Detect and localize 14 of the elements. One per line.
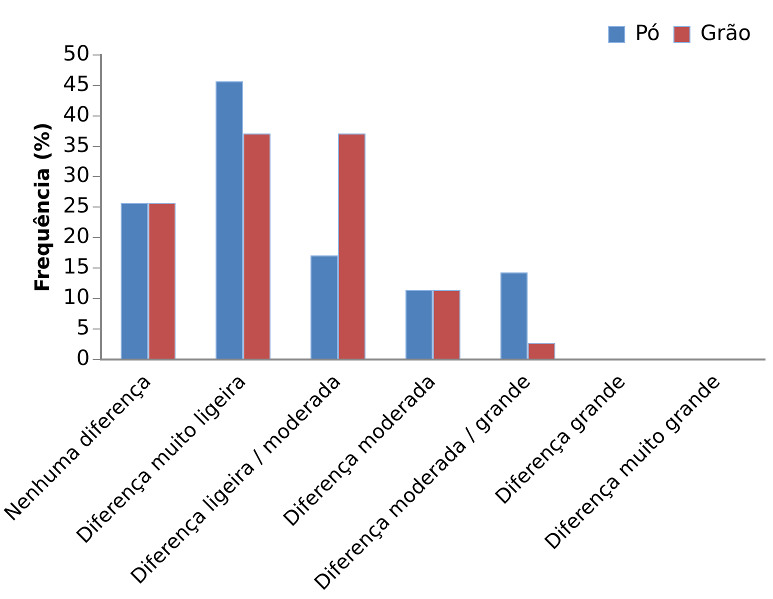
y-tick-label: 0 [76,346,90,370]
legend-label: Grão [700,20,751,45]
y-tick-label: 15 [63,254,90,278]
y-tick-label: 35 [63,132,90,157]
y-tick-label: 45 [63,72,90,96]
y-tick-label: 25 [63,194,90,218]
y-tick-label: 5 [76,315,90,340]
legend-label: Pó [635,20,660,45]
y-tick-label: 10 [63,284,90,309]
y-tick-label: 50 [63,41,90,66]
y-axis-title: Frequência (%) [30,122,54,292]
y-tick-label: 30 [63,163,90,188]
y-tick-label: 20 [63,224,90,248]
y-tick-label: 40 [63,102,90,126]
